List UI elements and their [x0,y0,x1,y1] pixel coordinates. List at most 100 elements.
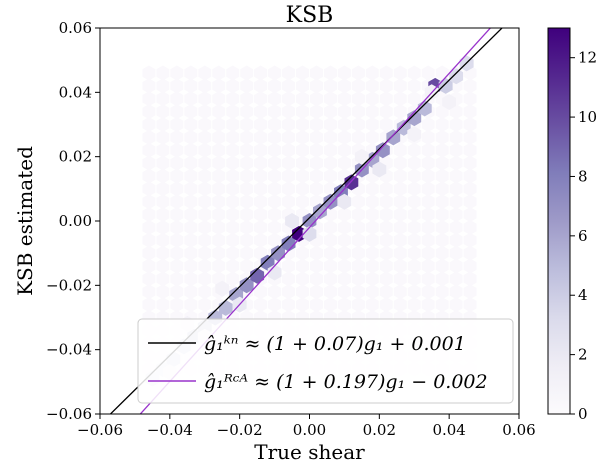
background-hexbin [407,194,421,210]
background-hexbin [310,168,323,184]
background-hexbin [212,117,226,132]
background-hexbin [142,219,156,235]
hexbin [396,119,411,136]
background-hexbin [226,104,240,120]
background-hexbin [379,117,393,132]
background-hexbin [268,117,282,132]
background-hexbin [421,65,435,81]
background-hexbin [435,142,449,158]
background-hexbin [268,142,282,158]
x-tick-label: 0.02 [363,421,396,439]
colorbar-frame [547,27,571,415]
background-hexbin [142,245,156,261]
background-hexbin [435,232,449,248]
background-hexbin [282,78,295,94]
background-hexbin [324,284,337,300]
background-hexbin [240,91,254,107]
background-hexbin [351,232,365,248]
background-hexbin [240,65,254,81]
background-hexbin [393,245,407,261]
background-hexbin [198,194,212,210]
background-hexbin [184,271,198,287]
hexbin [292,225,306,242]
background-hexbin [240,129,254,145]
background-hexbin [254,194,268,210]
background-hexbin [463,297,477,313]
background-hexbin [240,117,254,132]
background-hexbin [156,155,170,171]
background-hexbin [407,78,421,94]
background-hexbin [351,104,365,120]
background-hexbin [324,168,337,184]
background-hexbin [435,219,449,235]
background-hexbin [212,142,226,158]
background-hexbin [435,297,449,313]
background-hexbin [226,168,240,184]
background-hexbin [324,142,337,158]
background-hexbin [324,129,337,145]
background-hexbin [240,78,254,94]
x-tick-label: 0.00 [293,421,326,439]
background-hexbin [393,258,407,274]
background-hexbin [365,271,379,287]
background-hexbin [156,271,170,287]
background-hexbin [212,91,226,107]
background-hexbin [156,65,170,81]
background-hexbin [463,181,477,197]
background-hexbin [449,271,463,287]
background-hexbin [393,194,407,210]
background-hexbin [282,271,295,287]
background-hexbin [379,104,393,120]
background-hexbin [421,129,435,145]
background-hexbin [407,65,421,81]
background-hexbin [240,194,254,210]
background-hexbin [226,219,240,235]
background-hexbin [365,219,379,235]
background-hexbin [463,271,477,287]
background-hexbin [156,297,170,313]
background-hexbin [296,142,309,158]
background-hexbin [268,207,282,223]
background-hexbin [324,245,337,261]
background-hexbin [393,219,407,235]
colorbar: 0 2 4 6 8 10 12 [547,27,597,423]
background-hexbin [407,142,421,158]
background-hexbin [226,65,240,81]
y-tick-label: 0.00 [59,212,92,230]
background-hexbin [421,117,435,132]
background-hexbin [365,207,379,223]
background-hexbin [324,297,337,313]
hexbin [354,148,369,165]
background-hexbin [198,258,212,274]
background-hexbin [212,232,226,248]
background-hexbin [226,129,240,145]
background-hexbin [351,219,365,235]
background-hexbin [240,245,254,261]
background-hexbin [254,232,268,248]
background-hexbin [282,168,295,184]
background-hexbin [393,181,407,197]
background-hexbin [435,65,449,81]
background-hexbin [240,258,254,274]
background-hexbin [184,219,198,235]
background-hexbin [324,78,337,94]
background-hexbin [156,168,170,184]
hexbin [375,142,390,159]
background-hexbin [142,194,156,210]
background-hexbin [184,91,198,107]
background-hexbin [240,219,254,235]
background-hexbin [351,258,365,274]
background-hexbin [324,104,337,120]
background-hexbin [351,297,365,313]
background-hexbin [198,142,212,158]
background-hexbin [463,129,477,145]
background-hexbin [407,258,421,274]
background-hexbin [254,219,268,235]
background-hexbin [379,181,393,197]
background-hexbin [142,129,156,145]
background-hexbin [351,78,365,94]
background-hexbin [156,91,170,107]
background-hexbin [379,258,393,274]
y-tick-label: −0.06 [46,405,92,423]
